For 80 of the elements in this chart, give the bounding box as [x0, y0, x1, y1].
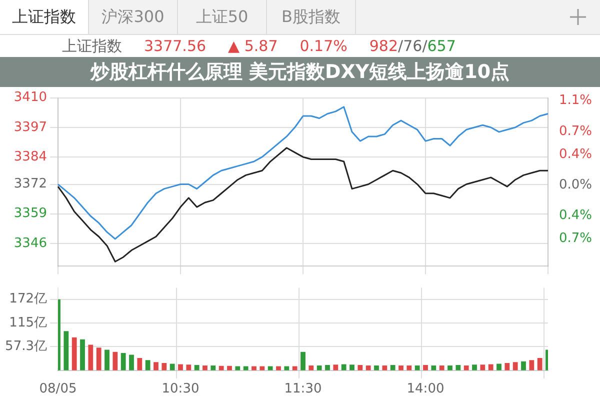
text: 上证50	[178, 0, 267, 34]
y2-tick-label: 0.7%	[559, 124, 592, 139]
bar	[154, 362, 158, 370]
y-tick-label: 3410	[14, 90, 47, 106]
bar	[496, 364, 502, 370]
y2-tick-label: 0.7%	[559, 231, 592, 246]
bar	[464, 365, 469, 370]
bar	[521, 361, 526, 370]
y-tick-label: 3359	[14, 206, 47, 222]
y-tick-label: 115亿	[9, 315, 47, 330]
bar	[480, 364, 486, 370]
y2-tick-label: 0.4%	[559, 146, 592, 162]
text: 982/76/657	[369, 37, 456, 55]
bar	[414, 365, 420, 370]
bar	[488, 364, 494, 370]
bar	[537, 358, 542, 370]
text: 沪深300	[89, 0, 178, 34]
y2-tick-label: 0.0%	[559, 177, 592, 192]
bar	[390, 365, 396, 370]
bar	[333, 364, 338, 370]
y2-tick-label: 1.1%	[559, 93, 592, 108]
bar	[529, 360, 534, 370]
text: 上证指数	[62, 36, 122, 54]
bar	[316, 365, 322, 370]
bar	[210, 365, 216, 370]
bar	[218, 366, 224, 370]
y-tick-label: 57.3亿	[5, 339, 47, 354]
bar	[80, 339, 85, 370]
bar	[308, 365, 314, 370]
bar	[72, 337, 77, 370]
bar	[202, 365, 208, 370]
chart-title: 炒股杠杆什么原理 美元指数DXY短线上扬逾10点	[0, 57, 600, 87]
bar	[162, 362, 167, 370]
y-tick-label: 172亿	[9, 292, 47, 307]
bar	[178, 364, 183, 370]
bar	[341, 364, 346, 370]
text: 0.17%	[300, 37, 348, 55]
bar	[512, 362, 518, 370]
y-tick-label: 3384	[14, 149, 47, 164]
bar	[504, 362, 510, 370]
bar	[96, 348, 102, 370]
bar	[170, 364, 175, 370]
bar	[194, 365, 200, 370]
bar	[88, 344, 94, 370]
bar	[300, 352, 306, 370]
bar	[456, 365, 461, 370]
bar	[145, 360, 150, 370]
x-tick-label: 14:00	[406, 382, 444, 397]
text: ▲ 5.87	[228, 37, 278, 55]
bar	[186, 364, 192, 370]
bar	[406, 365, 412, 370]
bar	[366, 365, 371, 370]
bar	[431, 365, 436, 370]
y-tick-label: 3397	[14, 120, 47, 135]
bar	[382, 365, 388, 370]
bar	[325, 365, 330, 370]
x-tick-label: 11:30	[284, 382, 322, 397]
bar	[112, 352, 118, 370]
bar	[398, 365, 404, 370]
y2-tick-label: 0.4%	[559, 208, 592, 224]
bar	[374, 365, 379, 370]
bar	[227, 366, 232, 370]
bar	[423, 365, 428, 370]
bar	[448, 365, 452, 370]
bar	[350, 364, 354, 370]
bar	[439, 365, 444, 370]
y-tick-label: 3346	[14, 236, 47, 251]
bar	[120, 353, 126, 370]
text: B股指数	[267, 0, 356, 34]
x-tick-label: 08/05	[39, 382, 77, 397]
bar	[472, 364, 477, 370]
bar	[64, 331, 69, 370]
text: 上证指数	[0, 0, 89, 34]
x-tick-label: 10:30	[162, 382, 200, 397]
text: 3377.56	[144, 37, 206, 55]
bar	[129, 354, 134, 370]
bar	[104, 350, 110, 370]
y-tick-label: 3372	[14, 176, 47, 192]
bar	[358, 365, 363, 370]
bar	[137, 358, 142, 370]
